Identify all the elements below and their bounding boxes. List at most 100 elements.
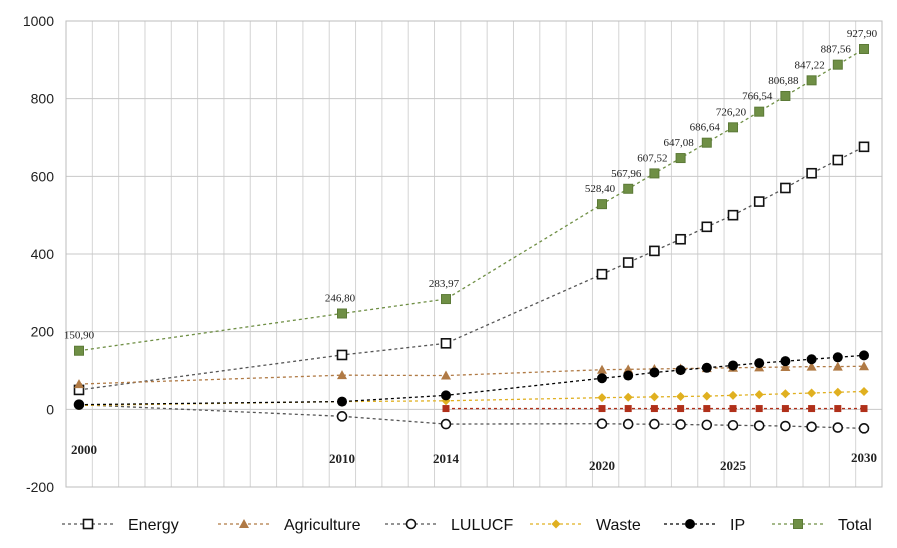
data-point: [623, 183, 634, 194]
x-tick-label: 2000: [71, 442, 97, 457]
data-point: [701, 221, 713, 233]
data-point: [675, 365, 686, 376]
data-label: 726,20: [716, 106, 747, 118]
data-point: [832, 361, 843, 371]
data-point: [441, 294, 451, 305]
legend-marker: [405, 518, 417, 530]
data-point: [859, 386, 869, 396]
data-point: [624, 405, 632, 413]
series-waste: [74, 386, 869, 410]
legend-marker: [793, 519, 803, 529]
data-point: [675, 419, 686, 430]
data-point: [74, 399, 84, 410]
data-point: [598, 405, 606, 413]
data-point: [649, 168, 660, 179]
legend-item-ip: IP: [664, 517, 745, 534]
legend-item-waste: Waste: [530, 517, 641, 534]
data-point: [703, 405, 711, 413]
data-point: [597, 373, 607, 384]
data-point: [806, 75, 817, 86]
legend-label: Agriculture: [284, 517, 361, 534]
data-point: [336, 349, 348, 361]
series-total: [74, 43, 869, 356]
data-point: [440, 338, 452, 349]
data-point: [806, 354, 817, 365]
data-point: [727, 209, 739, 221]
data-label: 766,54: [742, 91, 773, 103]
data-label: 246,80: [325, 292, 356, 304]
data-point: [649, 418, 660, 430]
legend-item-energy: Energy: [62, 517, 179, 534]
data-point: [808, 405, 816, 413]
data-point: [728, 360, 738, 371]
data-point: [780, 420, 791, 432]
data-point: [336, 411, 348, 422]
data-point: [337, 308, 347, 319]
data-label: 528,40: [585, 183, 616, 195]
data-point: [701, 137, 712, 148]
data-point: [727, 419, 739, 431]
data-point: [676, 392, 686, 402]
data-point: [74, 345, 84, 356]
data-point: [832, 422, 844, 433]
y-tick-label: -200: [26, 479, 54, 495]
series-line: [78, 146, 865, 391]
series-unnamed: [442, 405, 868, 413]
legend-label: IP: [730, 517, 745, 534]
series-group: [73, 43, 870, 434]
data-point: [780, 182, 791, 194]
data-point: [649, 367, 660, 378]
legend: Energy Agriculture LULUCF Waste IP Total: [62, 517, 872, 534]
data-point: [807, 388, 817, 398]
legend-marker: [82, 518, 94, 530]
x-tick-label: 2014: [433, 451, 460, 466]
data-point: [860, 405, 868, 413]
data-label: 607,52: [637, 152, 667, 164]
data-label: 283,97: [429, 278, 460, 290]
legend-label: LULUCF: [451, 517, 513, 534]
legend-marker: [239, 519, 249, 528]
data-point: [780, 90, 791, 101]
data-point: [623, 370, 634, 381]
data-label: 927,90: [847, 28, 878, 40]
y-tick-label: 600: [31, 168, 55, 184]
data-point: [832, 59, 843, 70]
series-line: [78, 365, 865, 385]
data-point: [858, 141, 870, 153]
data-point: [622, 257, 634, 268]
data-label: 647,08: [663, 137, 694, 149]
y-tick-label: 0: [46, 401, 54, 417]
legend-label: Energy: [128, 517, 179, 534]
y-tick-label: 1000: [23, 13, 54, 29]
legend-item-lulucf: LULUCF: [385, 517, 513, 534]
data-point: [806, 361, 817, 371]
data-point: [701, 362, 712, 373]
axes: -200 0 200 400 600 800 1000 2000 2010 2014 2020 202…: [23, 13, 877, 495]
data-point: [337, 396, 347, 407]
legend-item-total: Total: [772, 517, 872, 534]
data-point: [834, 405, 842, 413]
data-point: [755, 405, 763, 413]
data-point: [806, 167, 817, 179]
legend-label: Waste: [596, 517, 641, 534]
data-point: [728, 390, 738, 400]
x-tick-label: 2025: [720, 458, 747, 473]
data-point: [649, 392, 659, 402]
series-energy: [73, 141, 870, 396]
data-point: [780, 389, 790, 399]
data-label: 847,22: [794, 59, 824, 71]
data-label: 150,90: [64, 330, 95, 342]
data-point: [832, 352, 843, 363]
plot-frame: [65, 20, 883, 488]
data-point: [859, 361, 869, 371]
data-point: [596, 268, 608, 280]
series-line: [78, 354, 865, 406]
data-point: [729, 405, 737, 413]
y-tick-label: 400: [31, 246, 55, 262]
data-point: [337, 370, 347, 380]
data-point: [753, 420, 765, 431]
x-tick-label: 2020: [589, 458, 615, 473]
data-point: [597, 364, 607, 374]
data-point: [675, 153, 686, 164]
